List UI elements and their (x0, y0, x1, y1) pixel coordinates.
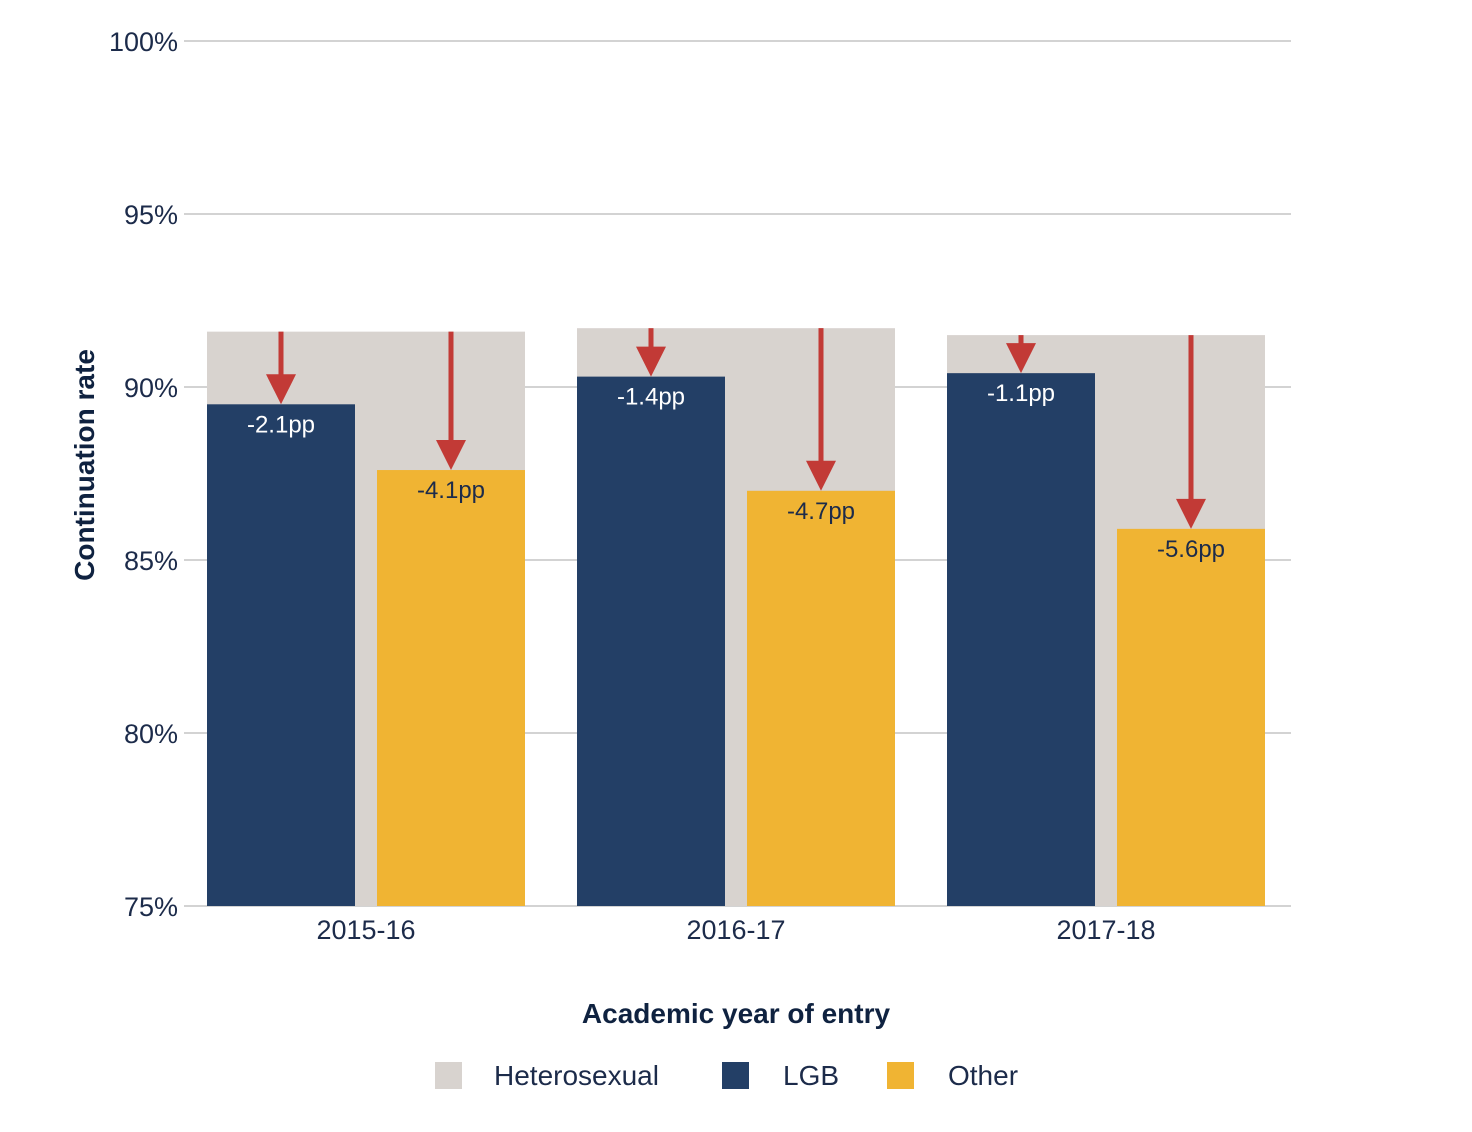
legend-label-heterosexual: Heterosexual (494, 1060, 659, 1091)
bar-lgb-2016-17 (577, 376, 725, 906)
bar-lgb-2015-16 (207, 404, 355, 906)
y-axis-ticks: 75% 80% 85% 90% 95% 100% (109, 27, 178, 922)
x-axis-ticks: 2015-16 2016-17 2017-18 (316, 915, 1155, 945)
legend-label-lgb: LGB (783, 1060, 839, 1091)
gap-arrow-head-other-2015-16 (436, 440, 466, 471)
x-tick-label: 2017-18 (1056, 915, 1155, 945)
y-tick-label: 75% (124, 892, 178, 922)
gap-arrow-head-lgb-2016-17 (636, 346, 666, 377)
bar-other-2016-17 (747, 490, 895, 906)
legend-swatch-heterosexual (435, 1062, 462, 1089)
x-tick-label: 2016-17 (686, 915, 785, 945)
bar-lgb-2017-18 (947, 373, 1095, 906)
gap-arrow-head-other-2017-18 (1176, 498, 1206, 529)
gap-label-lgb-2015-16: -2.1pp (247, 411, 315, 438)
x-tick-label: 2015-16 (316, 915, 415, 945)
gap-label-other-2015-16: -4.1pp (417, 477, 485, 504)
gap-arrows (266, 328, 1206, 529)
gap-arrow-head-other-2016-17 (806, 460, 836, 491)
y-tick-label: 80% (124, 719, 178, 749)
legend-label-other: Other (948, 1060, 1018, 1091)
y-tick-label: 85% (124, 546, 178, 576)
legend: Heterosexual LGB Other (435, 1060, 1018, 1091)
bar-other-2015-16 (377, 470, 525, 906)
y-tick-label: 90% (124, 373, 178, 403)
bars (207, 328, 1265, 907)
y-tick-label: 95% (124, 200, 178, 230)
gap-labels: -2.1pp -4.1pp -1.4pp -4.7pp -1.1pp -5.6pp (247, 380, 1225, 563)
gap-label-other-2016-17: -4.7pp (787, 498, 855, 525)
legend-swatch-other (887, 1062, 914, 1089)
gap-arrow-head-lgb-2015-16 (266, 374, 296, 405)
y-tick-label: 100% (109, 27, 178, 57)
y-axis-title: Continuation rate (69, 349, 100, 581)
x-axis-title: Academic year of entry (582, 998, 891, 1029)
gap-label-lgb-2017-18: -1.1pp (987, 380, 1055, 407)
legend-swatch-lgb (722, 1062, 749, 1089)
bar-other-2017-18 (1117, 528, 1265, 906)
gap-label-other-2017-18: -5.6pp (1157, 536, 1225, 563)
gap-arrow-head-lgb-2017-18 (1006, 343, 1036, 374)
gap-label-lgb-2016-17: -1.4pp (617, 384, 685, 411)
